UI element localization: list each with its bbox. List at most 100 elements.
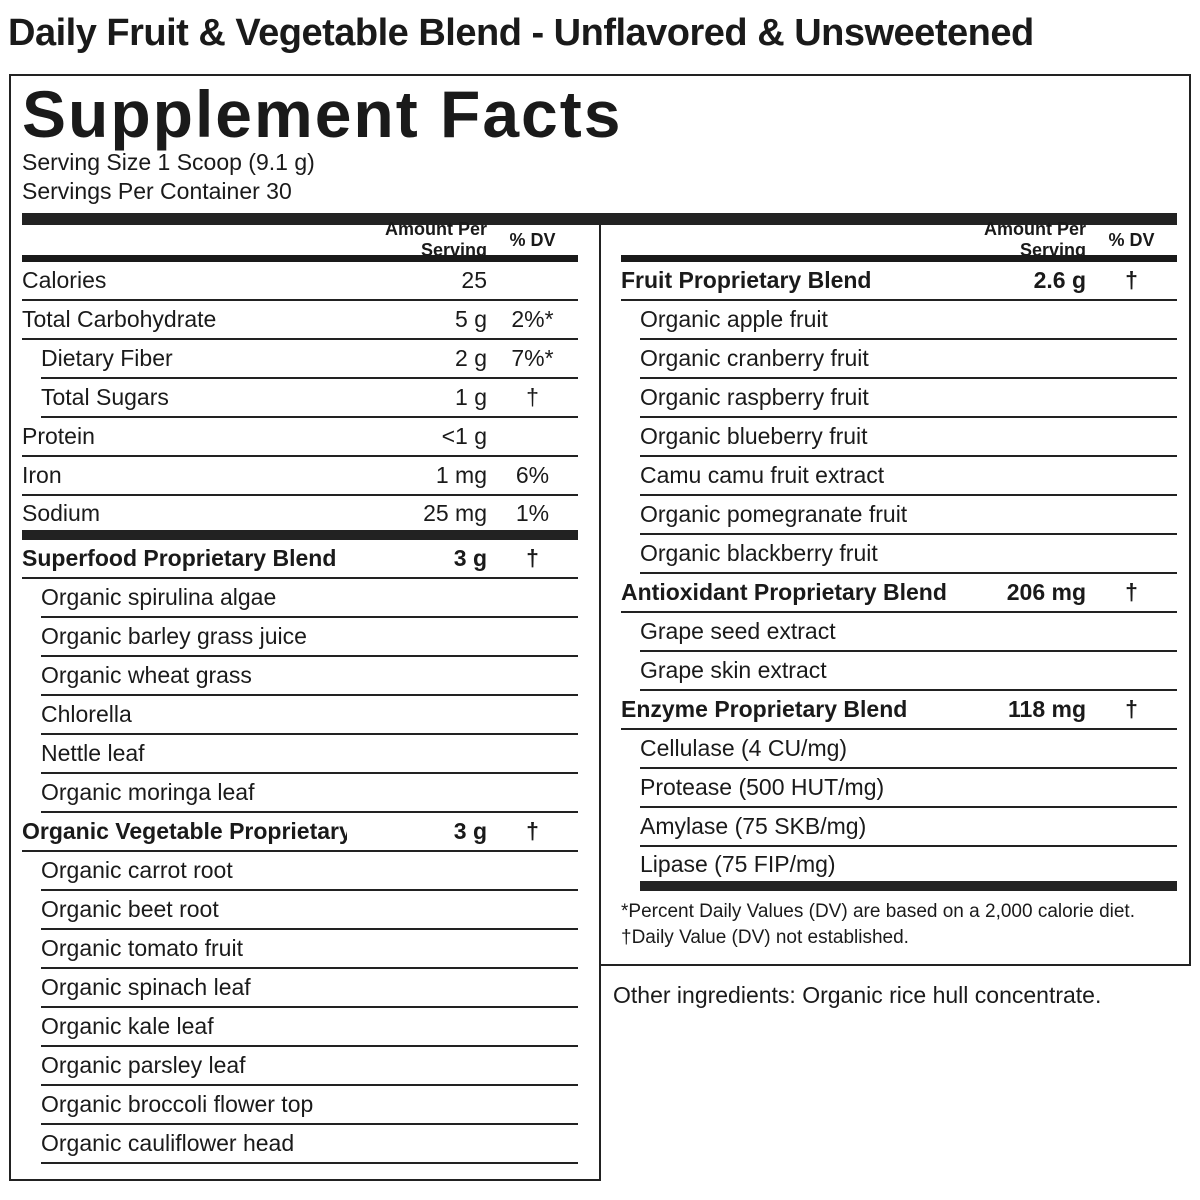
row-amount: 1 mg [435, 462, 487, 488]
box-border [1189, 74, 1191, 966]
row-dv: † [1125, 696, 1138, 722]
row-name: Sodium [22, 499, 100, 526]
sub-nutrient-row: Total Sugars 1 g † [41, 379, 578, 418]
ingredient-name: Protease (500 HUT/mg) [640, 774, 885, 800]
row-dv: 6% [515, 462, 550, 488]
row-amount: 2.6 g [1033, 267, 1086, 293]
box-border [10, 74, 1190, 76]
ingredient-row: Organic raspberry fruit [640, 379, 1177, 418]
ingredient-name: Organic spinach leaf [41, 974, 251, 1000]
ingredient-name: Organic cranberry fruit [640, 345, 869, 371]
row-name: Total Sugars [41, 384, 169, 410]
amount-header: Amount Per Serving [983, 219, 1086, 260]
ingredient-row: Organic wheat grass [41, 657, 578, 696]
row-amount: 2 g [455, 345, 487, 371]
row-name: Organic Vegetable Proprietary Blend [22, 818, 347, 844]
ingredient-row: Organic pomegranate fruit [640, 496, 1177, 535]
ingredient-name: Organic pomegranate fruit [640, 501, 908, 527]
ingredient-row: Grape skin extract [640, 652, 1177, 691]
row-amount: 1 g [455, 384, 487, 410]
servings-per-container: Servings Per Container 30 [22, 178, 292, 204]
ingredient-row: Organic moringa leaf [41, 774, 578, 813]
ingredient-row: Organic cranberry fruit [640, 340, 1177, 379]
ingredient-name: Organic kale leaf [41, 1013, 214, 1039]
row-dv: † [1125, 579, 1138, 605]
row-dv: † [526, 545, 539, 571]
nutrient-row: Protein <1 g [22, 418, 578, 457]
nutrient-row: Sodium 25 mg 1% [22, 496, 578, 540]
ingredient-name: Grape skin extract [640, 657, 827, 683]
ingredient-name: Organic beet root [41, 896, 219, 922]
row-amount: <1 g [441, 423, 487, 449]
ingredient-name: Organic blackberry fruit [640, 540, 878, 566]
ingredient-name: Amylase (75 SKB/mg) [640, 813, 867, 839]
blend-row: Superfood Proprietary Blend 3 g † [22, 540, 578, 579]
thick-bar [22, 213, 1177, 225]
row-amount: 25 mg [423, 499, 487, 526]
ingredient-name: Organic carrot root [41, 857, 233, 883]
footnotes: *Percent Daily Values (DV) are based on … [621, 899, 1177, 951]
product-title: Daily Fruit & Vegetable Blend - Unflavor… [8, 12, 1034, 54]
row-name: Dietary Fiber [41, 345, 173, 371]
blend-row: Organic Vegetable Proprietary Blend 3 g † [22, 813, 578, 852]
right-column: Amount Per Serving % DV Fruit Proprietary … [621, 219, 1177, 951]
ingredient-row: Organic broccoli flower top [41, 1086, 578, 1125]
facts-heading: Supplement Facts [22, 77, 623, 151]
blend-row: Fruit Proprietary Blend 2.6 g † [621, 262, 1177, 301]
footnote: †Daily Value (DV) not established. [621, 927, 909, 948]
ingredient-name: Organic spirulina algae [41, 584, 277, 610]
ingredient-name: Organic apple fruit [640, 306, 828, 332]
row-amount: 5 g [455, 306, 487, 332]
ingredient-row: Lipase (75 FIP/mg) [640, 847, 1177, 891]
ingredient-name: Organic tomato fruit [41, 935, 243, 961]
ingredient-name: Organic cauliflower head [41, 1130, 295, 1156]
row-dv: † [1125, 267, 1138, 293]
row-dv: † [526, 818, 539, 844]
nutrient-row: Total Carbohydrate 5 g 2%* [22, 301, 578, 340]
blend-row: Enzyme Proprietary Blend 118 mg † [621, 691, 1177, 730]
ingredient-row: Organic kale leaf [41, 1008, 578, 1047]
ingredient-name: Cellulase (4 CU/mg) [640, 735, 848, 761]
row-name: Fruit Proprietary Blend [621, 267, 872, 293]
ingredient-row: Grape seed extract [640, 613, 1177, 652]
ingredient-row: Organic parsley leaf [41, 1047, 578, 1086]
row-dv: † [526, 384, 539, 410]
row-name: Calories [22, 267, 107, 293]
ingredient-row: Organic blackberry fruit [640, 535, 1177, 574]
column-header: Amount Per Serving % DV [621, 219, 1177, 262]
row-name: Antioxidant Proprietary Blend [621, 579, 946, 605]
dv-header: % DV [509, 229, 556, 250]
ingredient-row: Protease (500 HUT/mg) [640, 769, 1177, 808]
ingredient-row: Organic blueberry fruit [640, 418, 1177, 457]
ingredient-name: Grape seed extract [640, 618, 836, 644]
row-amount: 206 mg [1006, 579, 1086, 605]
ingredient-row: Organic spirulina algae [41, 579, 578, 618]
ingredient-name: Chlorella [41, 701, 132, 727]
footnote: *Percent Daily Values (DV) are based on … [621, 901, 1135, 922]
row-name: Superfood Proprietary Blend [22, 545, 337, 571]
row-name: Protein [22, 423, 95, 449]
ingredient-name: Organic moringa leaf [41, 779, 255, 805]
dv-header: % DV [1108, 229, 1155, 250]
blend-row: Antioxidant Proprietary Blend 206 mg † [621, 574, 1177, 613]
ingredient-row: Amylase (75 SKB/mg) [640, 808, 1177, 847]
box-border [599, 964, 1191, 966]
row-name: Total Carbohydrate [22, 306, 217, 332]
nutrient-row: Iron 1 mg 6% [22, 457, 578, 496]
box-border [9, 1179, 601, 1181]
other-ingredients: Other ingredients: Organic rice hull con… [613, 982, 1102, 1008]
ingredient-row: Organic carrot root [41, 852, 578, 891]
ingredient-row: Organic cauliflower head [41, 1125, 578, 1164]
ingredient-name: Lipase (75 FIP/mg) [640, 850, 836, 877]
sub-nutrient-row: Dietary Fiber 2 g 7%* [41, 340, 578, 379]
ingredient-name: Organic parsley leaf [41, 1052, 246, 1078]
nutrient-row: Calories 25 [22, 262, 578, 301]
box-border [9, 74, 11, 1181]
ingredient-row: Organic apple fruit [640, 301, 1177, 340]
box-border [599, 225, 601, 1181]
row-amount: 3 g [453, 818, 487, 844]
row-amount: 118 mg [1008, 696, 1086, 722]
serving-size: Serving Size 1 Scoop (9.1 g) [22, 149, 315, 175]
ingredient-row: Camu camu fruit extract [640, 457, 1177, 496]
row-amount: 25 [461, 267, 487, 293]
